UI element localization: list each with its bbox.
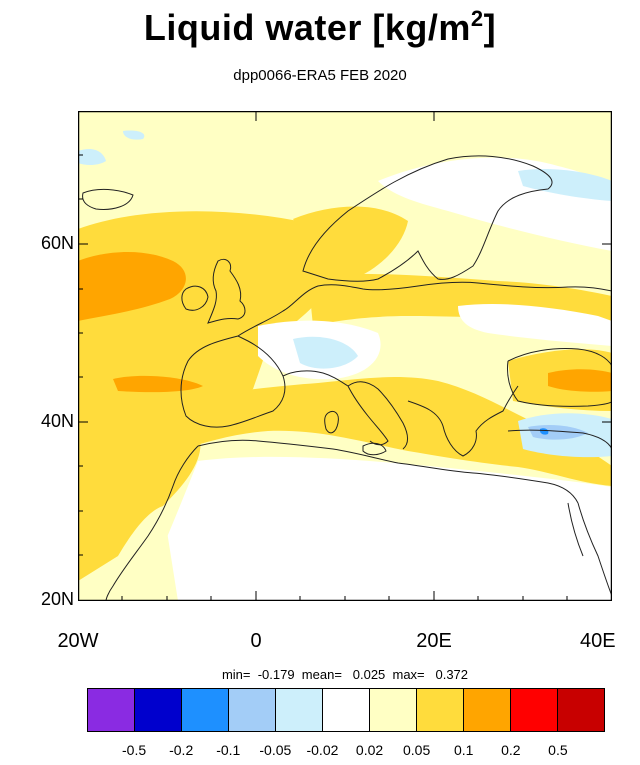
x-tick-20e: 20E [416, 630, 452, 652]
field-negative-min [539, 428, 549, 435]
colorbar-label: -0.2 [169, 742, 194, 758]
colorbar-label: 0.05 [403, 742, 431, 758]
colorbar-label: -0.05 [259, 742, 292, 758]
colorbar-swatch [276, 689, 323, 731]
y-tick-40n: 40N [40, 411, 74, 431]
map-panel [78, 111, 612, 601]
colorbar-label: 0.5 [548, 742, 568, 758]
field-negative-north [518, 169, 612, 201]
plot-title: Liquid water [kg/m2] [143, 6, 497, 48]
colorbar [87, 688, 605, 732]
colorbar-swatch [464, 689, 511, 731]
field-eastern-white [458, 304, 612, 346]
x-tick-40e: 40E [580, 630, 616, 652]
field-sw-pale [78, 506, 178, 601]
plot-subtitle: dpp0066-ERA5 FEB 2020 [233, 67, 407, 84]
map-ticks [78, 111, 612, 601]
colorbar-swatch [135, 689, 182, 731]
x-tick-0: 0 [250, 630, 262, 652]
colorbar-swatch [558, 689, 604, 731]
field-west-africa [78, 426, 201, 601]
colorbar-swatch [323, 689, 370, 731]
coastlines [82, 155, 612, 601]
field-sahara-white [138, 456, 612, 601]
colorbar-swatch [417, 689, 464, 731]
colorbar-label: -0.1 [216, 742, 241, 758]
field-norway [293, 206, 408, 281]
field-black-sea-max [548, 369, 612, 392]
colorbar-label: -0.02 [306, 742, 339, 758]
colorbar-swatch [229, 689, 276, 731]
field-negative-iceland [78, 149, 106, 166]
colorbar-swatch [511, 689, 558, 731]
field-negative-central [293, 336, 358, 369]
colorbar-swatch [88, 689, 135, 731]
colorbar-swatch [182, 689, 229, 731]
field-atlantic-max [78, 251, 186, 321]
field-north [78, 111, 612, 206]
colorbar-label: -0.5 [122, 742, 147, 758]
map-canvas [78, 111, 612, 601]
colorbar-swatch [370, 689, 417, 731]
colorbar-label: 0.1 [453, 742, 474, 758]
colorbar-label: 0.2 [501, 742, 521, 758]
field-mediterranean [178, 377, 612, 486]
y-tick-60n: 60N [40, 233, 74, 253]
x-tick-20w: 20W [57, 630, 99, 652]
field-statistics: min= -0.179 mean= 0.025 max= 0.372 [221, 667, 469, 682]
field-negative-small [123, 130, 145, 140]
y-tick-20n: 20N [40, 589, 74, 609]
colorbar-label: 0.02 [355, 742, 384, 758]
